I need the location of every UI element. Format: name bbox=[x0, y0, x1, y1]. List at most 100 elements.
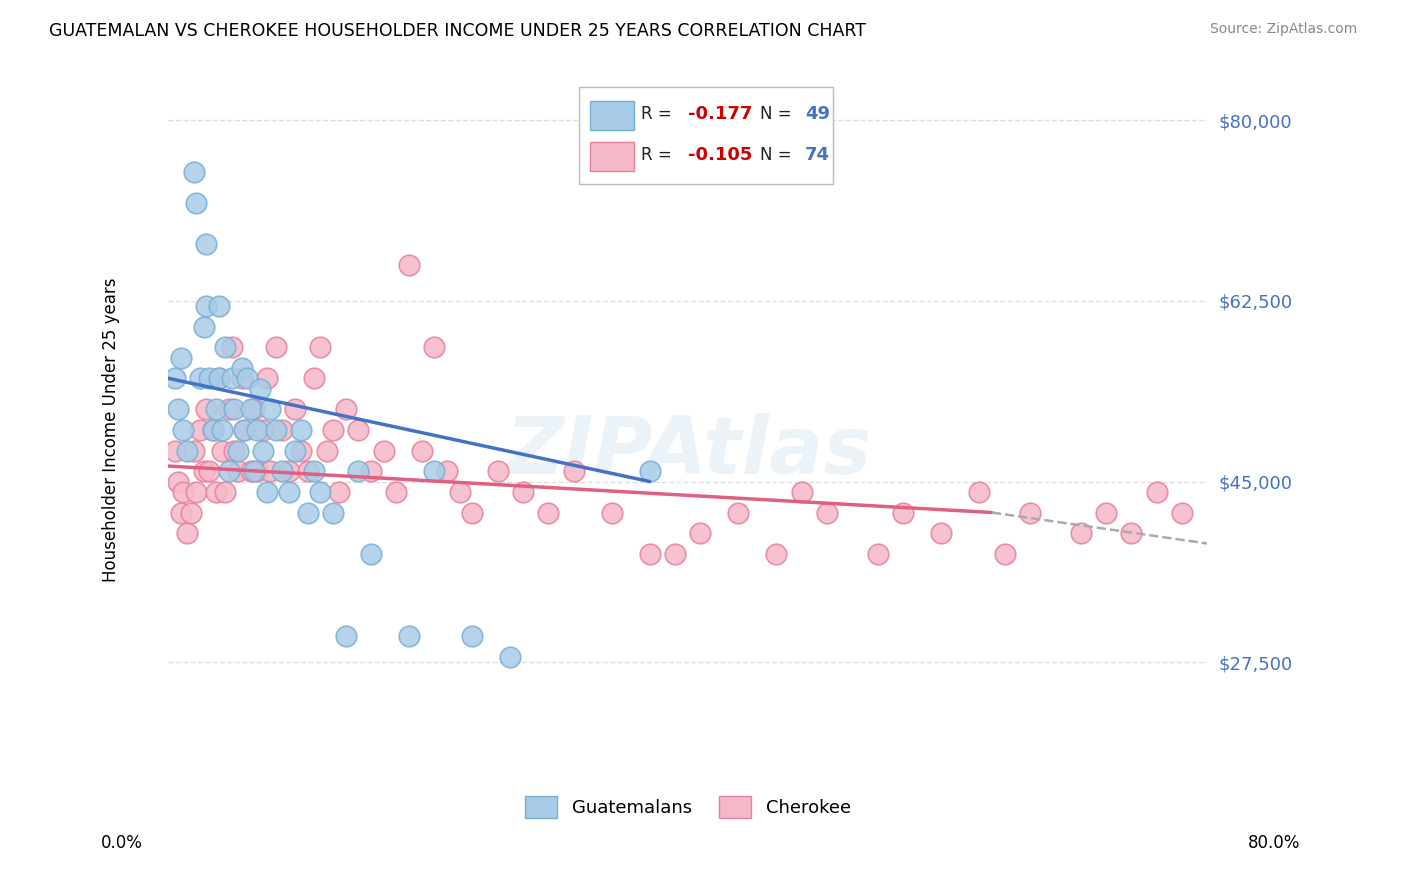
Point bbox=[537, 506, 560, 520]
Point bbox=[211, 443, 233, 458]
Point bbox=[205, 402, 228, 417]
Point bbox=[218, 402, 240, 417]
Point bbox=[188, 371, 211, 385]
Point bbox=[208, 299, 231, 313]
Point bbox=[226, 464, 249, 478]
Point bbox=[309, 484, 332, 499]
Point bbox=[163, 443, 186, 458]
Point bbox=[163, 371, 186, 385]
Point bbox=[264, 340, 287, 354]
Point bbox=[256, 484, 278, 499]
Point bbox=[205, 484, 228, 499]
Point bbox=[335, 402, 357, 417]
Text: Source: ZipAtlas.com: Source: ZipAtlas.com bbox=[1209, 22, 1357, 37]
Point bbox=[815, 506, 838, 520]
Point bbox=[243, 402, 266, 417]
Point bbox=[322, 506, 344, 520]
Point bbox=[246, 464, 269, 478]
Point bbox=[512, 484, 534, 499]
Point bbox=[173, 484, 195, 499]
Text: R =: R = bbox=[641, 146, 678, 164]
Point bbox=[423, 464, 446, 478]
Point bbox=[290, 443, 312, 458]
Point bbox=[461, 506, 484, 520]
Point bbox=[277, 464, 299, 478]
Point bbox=[218, 464, 240, 478]
Point bbox=[891, 506, 914, 520]
Point bbox=[236, 371, 259, 385]
Point bbox=[170, 351, 193, 365]
Point bbox=[423, 340, 446, 354]
Point bbox=[284, 402, 307, 417]
Point bbox=[201, 423, 224, 437]
Point bbox=[259, 402, 281, 417]
Point bbox=[664, 547, 686, 561]
Point bbox=[198, 371, 221, 385]
Point bbox=[335, 629, 357, 643]
FancyBboxPatch shape bbox=[579, 87, 834, 184]
Point bbox=[360, 547, 382, 561]
Point bbox=[302, 464, 325, 478]
Point bbox=[195, 402, 218, 417]
Point bbox=[193, 464, 215, 478]
Point bbox=[173, 423, 195, 437]
Point bbox=[170, 506, 193, 520]
Point bbox=[208, 371, 231, 385]
Point bbox=[176, 443, 198, 458]
Point bbox=[993, 547, 1015, 561]
Point bbox=[208, 371, 231, 385]
Point bbox=[302, 371, 325, 385]
Point bbox=[328, 484, 350, 499]
Point bbox=[226, 443, 249, 458]
Point bbox=[180, 506, 202, 520]
Point bbox=[1146, 484, 1168, 499]
Text: ZIPAtlas: ZIPAtlas bbox=[505, 413, 870, 491]
Point bbox=[211, 423, 233, 437]
Text: GUATEMALAN VS CHEROKEE HOUSEHOLDER INCOME UNDER 25 YEARS CORRELATION CHART: GUATEMALAN VS CHEROKEE HOUSEHOLDER INCOM… bbox=[49, 22, 866, 40]
Point bbox=[186, 195, 208, 210]
Point bbox=[239, 402, 262, 417]
Point bbox=[499, 650, 522, 665]
Point bbox=[347, 423, 370, 437]
Point bbox=[239, 464, 262, 478]
Point bbox=[259, 464, 281, 478]
Text: 74: 74 bbox=[806, 146, 830, 164]
Point bbox=[866, 547, 889, 561]
Point bbox=[929, 526, 952, 541]
Point bbox=[221, 340, 243, 354]
Point bbox=[411, 443, 433, 458]
Legend: Guatemalans, Cherokee: Guatemalans, Cherokee bbox=[517, 789, 858, 826]
Text: Householder Income Under 25 years: Householder Income Under 25 years bbox=[103, 277, 120, 582]
Point bbox=[1095, 506, 1118, 520]
Point bbox=[224, 443, 246, 458]
Point bbox=[638, 464, 661, 478]
Point bbox=[600, 506, 623, 520]
Point bbox=[322, 423, 344, 437]
Point bbox=[461, 629, 484, 643]
Point bbox=[195, 237, 218, 252]
FancyBboxPatch shape bbox=[591, 142, 634, 171]
Point bbox=[1018, 506, 1040, 520]
Point bbox=[214, 484, 236, 499]
Point bbox=[967, 484, 990, 499]
Point bbox=[231, 371, 253, 385]
Point bbox=[449, 484, 471, 499]
Text: N =: N = bbox=[761, 105, 797, 123]
Point bbox=[231, 361, 253, 376]
Point bbox=[252, 443, 274, 458]
Point bbox=[167, 402, 190, 417]
Point bbox=[373, 443, 395, 458]
Point bbox=[284, 443, 307, 458]
Point bbox=[195, 299, 218, 313]
Point bbox=[360, 464, 382, 478]
Point bbox=[638, 547, 661, 561]
Point bbox=[309, 340, 332, 354]
Point bbox=[246, 423, 269, 437]
Point bbox=[256, 371, 278, 385]
Point bbox=[1171, 506, 1194, 520]
Point bbox=[201, 423, 224, 437]
Point bbox=[790, 484, 813, 499]
Point bbox=[562, 464, 585, 478]
Point bbox=[486, 464, 509, 478]
Point bbox=[398, 258, 420, 272]
